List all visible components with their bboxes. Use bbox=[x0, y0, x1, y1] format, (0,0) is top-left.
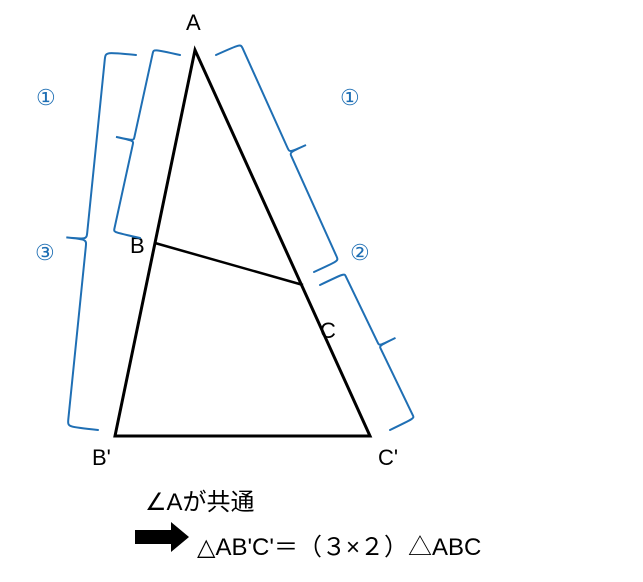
brace-left-full bbox=[66, 53, 136, 430]
vertex-label-a: A bbox=[186, 10, 201, 35]
ratio-label-right-upper: ① bbox=[340, 85, 360, 110]
brace-right-upper bbox=[216, 46, 337, 272]
triangle-abprime-cprime bbox=[115, 50, 370, 436]
brace-right-lower bbox=[320, 275, 413, 430]
vertex-label-cp: C' bbox=[378, 445, 398, 470]
vertex-label-c: C bbox=[320, 318, 336, 343]
ratio-label-right-lower: ② bbox=[350, 240, 370, 265]
implies-arrow-icon bbox=[135, 522, 189, 552]
segment-bc bbox=[155, 243, 303, 285]
brace-left-upper bbox=[114, 50, 180, 238]
note-angle-common: ∠Aが共通 bbox=[145, 489, 255, 516]
ratio-label-left-full: ③ bbox=[35, 240, 55, 265]
note-area-relation: △AB'C'＝（３×２）△ABC bbox=[197, 534, 481, 561]
ratio-label-left-upper: ① bbox=[36, 85, 56, 110]
vertex-label-bp: B' bbox=[92, 445, 111, 470]
